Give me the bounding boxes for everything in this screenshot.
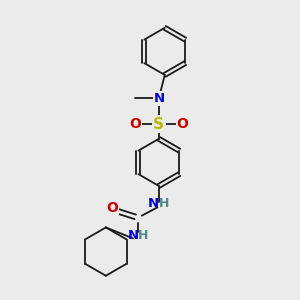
Text: N: N [148, 197, 159, 210]
Text: S: S [153, 117, 164, 132]
Text: H: H [159, 197, 169, 210]
Text: O: O [129, 117, 141, 131]
Text: O: O [106, 201, 118, 215]
Text: N: N [128, 229, 139, 242]
Text: O: O [176, 117, 188, 131]
Text: H: H [138, 229, 149, 242]
Text: N: N [153, 92, 164, 105]
